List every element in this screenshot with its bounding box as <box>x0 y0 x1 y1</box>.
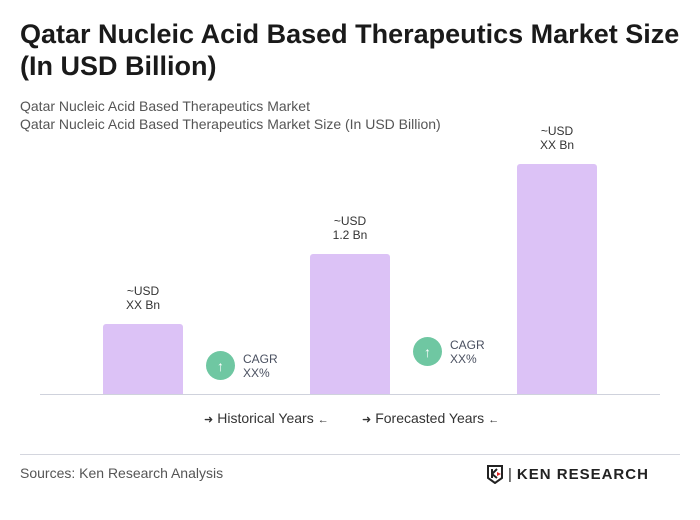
page-title: Qatar Nucleic Acid Based Therapeutics Ma… <box>20 19 680 81</box>
bar-3 <box>517 164 597 394</box>
legend-forecasted: ➜ Forecasted Years ← <box>358 410 503 426</box>
bar-1 <box>103 324 183 394</box>
cagr-badge-1: ↑ CAGR XX% <box>206 351 278 380</box>
arrow-right-icon: ➜ <box>204 414 214 426</box>
cagr-label: CAGR <box>450 337 485 352</box>
bar-2 <box>310 254 390 394</box>
bar-label-line: XX Bn <box>539 138 575 152</box>
legend-label: Historical Years <box>217 410 314 426</box>
ken-research-logo: | KEN RESEARCH <box>486 464 649 484</box>
legend-label: Forecasted Years <box>375 410 485 426</box>
bar-label-line: XX Bn <box>125 298 161 312</box>
cagr-label: CAGR <box>243 351 278 366</box>
cagr-value: XX% <box>450 351 477 366</box>
logo-text: KEN RESEARCH <box>516 465 649 483</box>
cagr-badge-2: ↑ CAGR XX% <box>413 337 485 366</box>
arrow-right-icon: ➜ <box>362 414 372 426</box>
arrow-left-icon: ← <box>317 414 329 426</box>
cagr-value: XX% <box>243 365 270 380</box>
subtitle: Qatar Nucleic Acid Based Therapeutics Ma… <box>20 98 310 114</box>
bar-label: ~USD XX Bn <box>93 284 193 312</box>
bar-label: ~USD XX Bn <box>507 124 607 152</box>
bar-label: ~USD 1.2 Bn <box>300 214 400 242</box>
logo-icon <box>487 465 503 484</box>
legend-historical: ➜ Historical Years ← <box>200 410 333 426</box>
arrow-up-icon: ↑ <box>206 351 235 380</box>
sources: Sources: Ken Research Analysis <box>20 465 224 481</box>
bar-label-line: ~USD <box>540 124 574 138</box>
subtitle-2: Qatar Nucleic Acid Based Therapeutics Ma… <box>20 116 441 132</box>
bar-label-line: ~USD <box>333 214 367 228</box>
bar-label-line: ~USD <box>126 284 160 298</box>
x-axis <box>40 394 660 395</box>
divider <box>20 454 680 455</box>
arrow-up-icon: ↑ <box>413 337 442 366</box>
arrow-left-icon: ← <box>488 414 500 426</box>
bar-label-line: 1.2 Bn <box>332 228 368 242</box>
